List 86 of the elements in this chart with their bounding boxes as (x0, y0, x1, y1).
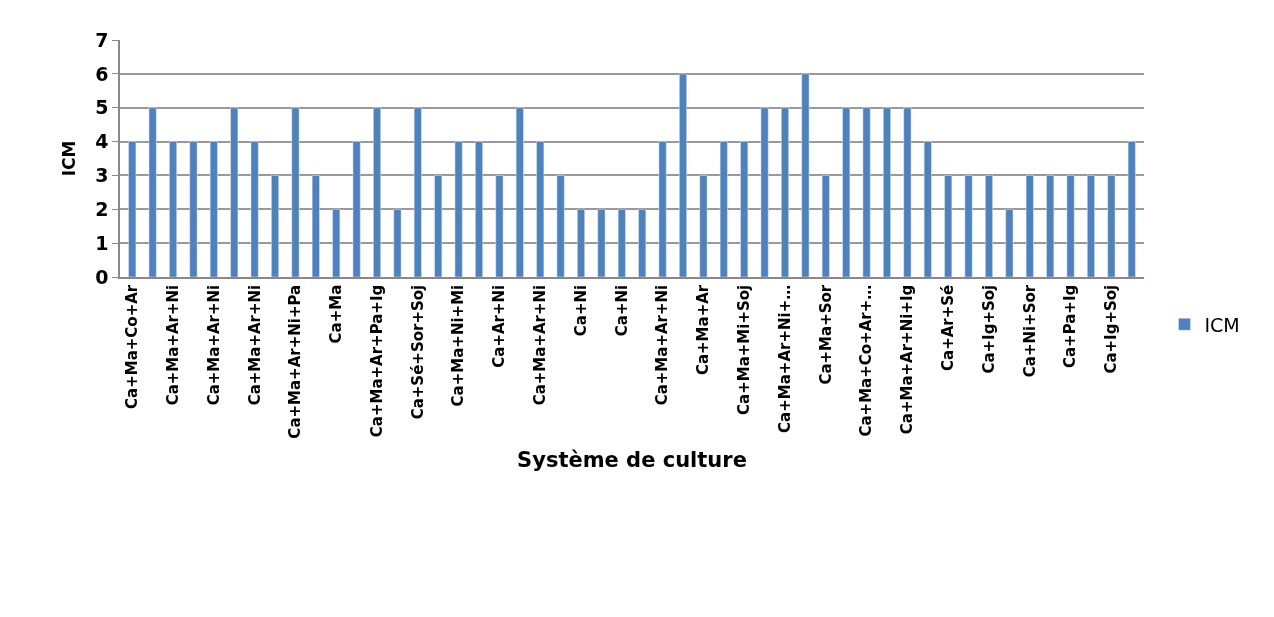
y-tick-label: 7 (95, 28, 109, 51)
bar (719, 141, 728, 277)
x-tick-label: Ca+Ar+Ni (490, 284, 509, 368)
x-tick-label: Ca+Ma+Sor (816, 284, 835, 385)
bar (311, 175, 320, 277)
bar (393, 209, 402, 277)
x-tick-label: Ca+Ma+Ni+Mi (449, 284, 468, 407)
y-tick-label: 6 (95, 62, 109, 85)
bar (821, 175, 830, 277)
bar (1107, 175, 1116, 277)
bar (148, 107, 157, 277)
bar (1046, 175, 1055, 277)
bar (189, 141, 198, 277)
bar (1127, 141, 1136, 277)
bar (515, 107, 524, 277)
y-tick-label: 0 (95, 265, 109, 288)
x-tick-label: Ca+Ni (571, 284, 590, 337)
bar (985, 175, 993, 277)
bar (536, 141, 545, 277)
bar (556, 175, 565, 277)
bar (128, 141, 137, 277)
bar (801, 73, 810, 277)
x-axis-title: Système de culture (517, 448, 747, 473)
x-tick-label: Ca+Ma (327, 284, 346, 344)
bar (964, 175, 973, 277)
bar (923, 141, 932, 277)
bar (413, 107, 422, 277)
x-tick-label: Ca+Ma+Ar+Ni+… (775, 284, 794, 433)
bar (760, 107, 769, 277)
bar (903, 107, 912, 277)
bar (209, 141, 218, 277)
bar (475, 141, 483, 277)
x-tick-label: Ca+Ma+Ar+Ni (531, 284, 550, 406)
x-tick-label: Ca+Ma+Ar+Ni+Pa (286, 284, 305, 439)
x-tick-label: Ca+Ma+Ar+Ni (245, 284, 264, 406)
x-tick-label: Ca+Ma+Co+Ar+… (857, 284, 876, 437)
bar (352, 141, 361, 277)
y-axis-title: ICM (59, 140, 80, 177)
bar (434, 175, 443, 277)
x-tick-label: Ca+Ma+Mi+Soj (735, 284, 754, 415)
x-tick-label: Ca+Sé+Sor+Soj (408, 284, 427, 420)
bar (291, 107, 300, 277)
bar (271, 175, 279, 277)
x-tick-label: Ca+Ar+Sé (939, 284, 958, 371)
x-tick-label: Ca+Ma+Co+Ar (123, 284, 142, 409)
bar (1066, 175, 1075, 277)
y-tick-label: 2 (95, 197, 109, 220)
x-tick-label: Ca+Ni+Sor (1020, 284, 1039, 378)
bar (699, 175, 708, 277)
x-tick-label: Ca+Ma+Ar+Ni (653, 284, 672, 406)
bar (250, 141, 259, 277)
bar (658, 141, 667, 277)
y-tick-label: 4 (95, 130, 109, 153)
x-tick-label: Ca+Ma+Ar+Pa+Ig (367, 284, 386, 438)
bar (332, 209, 341, 277)
bar (1005, 209, 1014, 277)
y-tick-label: 1 (95, 231, 109, 254)
bar (781, 107, 789, 277)
x-tick-label: Ca+Ma+Ar+Ni (204, 284, 223, 406)
x-tick-label: Ca+Ma+Ar+Ni+Ig (898, 284, 917, 435)
x-tick-label: Ca+Ig+Soj (979, 284, 998, 374)
bar (373, 107, 381, 277)
bar (597, 209, 606, 277)
bar (617, 209, 626, 277)
bar (842, 107, 851, 277)
x-tick-label: Ca+Ig+Soj (1102, 284, 1121, 374)
y-tick-label: 3 (95, 164, 109, 187)
bar (577, 209, 585, 277)
bar (1025, 175, 1034, 277)
bar (862, 107, 871, 277)
bar (883, 107, 891, 277)
bar (1087, 175, 1095, 277)
legend-label: ICM (1204, 313, 1240, 336)
bar (169, 141, 177, 277)
x-tick-label: Ca+Ni (612, 284, 631, 337)
x-tick-label: Ca+Ma+Ar (694, 284, 713, 376)
bar (230, 107, 239, 277)
bar (638, 209, 647, 277)
x-tick-label: Ca+Ma+Ar+Ni (163, 284, 182, 406)
bar (740, 141, 749, 277)
bar (679, 73, 687, 277)
bar (944, 175, 953, 277)
bar (454, 141, 463, 277)
y-tick-label: 5 (95, 96, 109, 119)
bar (495, 175, 504, 277)
x-tick-label: Ca+Pa+Ig (1061, 284, 1080, 369)
